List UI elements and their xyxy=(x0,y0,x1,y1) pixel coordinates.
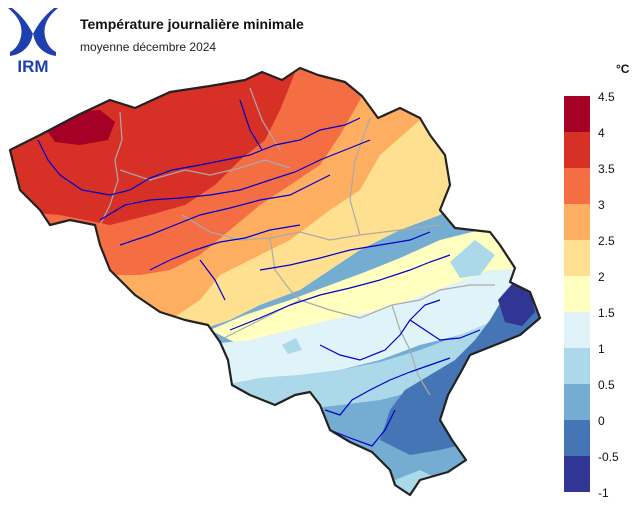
logo-text: IRM xyxy=(17,57,48,74)
legend-tick: 4.5 xyxy=(598,90,615,104)
belgium-temperature-map xyxy=(8,66,542,497)
legend-tick: 2.5 xyxy=(598,234,615,248)
legend-tick: 2 xyxy=(598,270,605,284)
legend-swatch xyxy=(564,96,590,132)
legend-tick: 1 xyxy=(598,342,605,356)
legend-unit: °C xyxy=(616,62,630,76)
irm-logo: IRM xyxy=(8,8,58,74)
legend-swatch xyxy=(564,204,590,240)
legend-swatch xyxy=(564,420,590,456)
legend-tick: 0.5 xyxy=(598,378,615,392)
temperature-fill xyxy=(10,68,540,495)
legend-tick: -0.5 xyxy=(598,450,619,464)
legend-swatch xyxy=(564,456,590,492)
legend-tick: 3 xyxy=(598,198,605,212)
legend-swatch xyxy=(564,168,590,204)
legend-swatch xyxy=(564,132,590,168)
legend-tick: 0 xyxy=(598,414,605,428)
legend-swatch xyxy=(564,276,590,312)
legend-swatch xyxy=(564,240,590,276)
legend-swatch xyxy=(564,348,590,384)
country-border xyxy=(8,66,542,497)
rivers xyxy=(37,99,481,447)
province-borders xyxy=(99,87,495,396)
legend-tick: -1 xyxy=(598,486,609,500)
legend-swatch xyxy=(564,312,590,348)
legend-tick: 3.5 xyxy=(598,162,615,176)
legend-color-bar xyxy=(564,96,590,492)
map-subtitle: moyenne décembre 2024 xyxy=(80,40,217,54)
map-title: Température journalière minimale xyxy=(80,16,304,32)
legend-swatch xyxy=(564,384,590,420)
logo-wave-icon xyxy=(8,8,58,56)
color-legend: °C 4.5 4 3.5 3 2.5 2 1.5 1 0.5 0 -0.5 -1 xyxy=(562,56,640,506)
legend-tick: 4 xyxy=(598,126,605,140)
legend-tick: 1.5 xyxy=(598,306,615,320)
